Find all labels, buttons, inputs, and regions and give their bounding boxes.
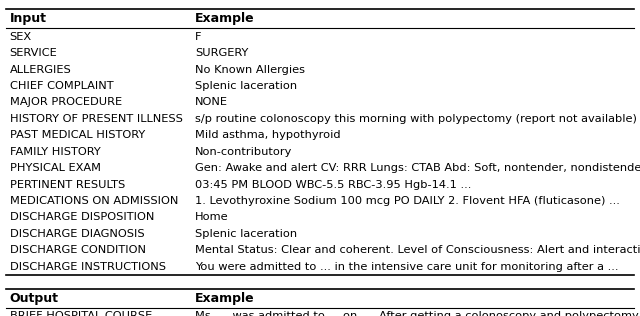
Text: Mild asthma, hypothyroid: Mild asthma, hypothyroid: [195, 130, 341, 140]
Text: Input: Input: [10, 12, 47, 26]
Text: DISCHARGE CONDITION: DISCHARGE CONDITION: [10, 245, 146, 255]
Text: 1. Levothyroxine Sodium 100 mcg PO DAILY 2. Flovent HFA (fluticasone) ...: 1. Levothyroxine Sodium 100 mcg PO DAILY…: [195, 196, 620, 206]
Text: SURGERY: SURGERY: [195, 48, 248, 58]
Text: NONE: NONE: [195, 97, 228, 107]
Text: Non-contributory: Non-contributory: [195, 147, 292, 157]
Text: HISTORY OF PRESENT ILLNESS: HISTORY OF PRESENT ILLNESS: [10, 114, 182, 124]
Text: SEX: SEX: [10, 32, 32, 42]
Text: F: F: [195, 32, 202, 42]
Text: Home: Home: [195, 212, 229, 222]
Text: PERTINENT RESULTS: PERTINENT RESULTS: [10, 179, 125, 190]
Text: PAST MEDICAL HISTORY: PAST MEDICAL HISTORY: [10, 130, 145, 140]
Text: MAJOR PROCEDURE: MAJOR PROCEDURE: [10, 97, 122, 107]
Text: Gen: Awake and alert CV: RRR Lungs: CTAB Abd: Soft, nontender, nondistended: Gen: Awake and alert CV: RRR Lungs: CTAB…: [195, 163, 640, 173]
Text: Example: Example: [195, 292, 255, 305]
Text: DISCHARGE INSTRUCTIONS: DISCHARGE INSTRUCTIONS: [10, 262, 166, 272]
Text: ALLERGIES: ALLERGIES: [10, 64, 71, 75]
Text: Ms. ... was admitted to ... on .... After getting a colonoscopy and polypectomy,: Ms. ... was admitted to ... on .... Afte…: [195, 311, 640, 316]
Text: DISCHARGE DISPOSITION: DISCHARGE DISPOSITION: [10, 212, 154, 222]
Text: MEDICATIONS ON ADMISSION: MEDICATIONS ON ADMISSION: [10, 196, 178, 206]
Text: Example: Example: [195, 12, 255, 26]
Text: DISCHARGE DIAGNOSIS: DISCHARGE DIAGNOSIS: [10, 229, 144, 239]
Text: Splenic laceration: Splenic laceration: [195, 229, 298, 239]
Text: Mental Status: Clear and coherent. Level of Consciousness: Alert and interactive: Mental Status: Clear and coherent. Level…: [195, 245, 640, 255]
Text: s/p routine colonoscopy this morning with polypectomy (report not available) ...: s/p routine colonoscopy this morning wit…: [195, 114, 640, 124]
Text: SERVICE: SERVICE: [10, 48, 58, 58]
Text: You were admitted to ... in the intensive care unit for monitoring after a ...: You were admitted to ... in the intensiv…: [195, 262, 619, 272]
Text: BRIEF HOSPITAL COURSE: BRIEF HOSPITAL COURSE: [10, 311, 152, 316]
Text: FAMILY HISTORY: FAMILY HISTORY: [10, 147, 100, 157]
Text: CHIEF COMPLAINT: CHIEF COMPLAINT: [10, 81, 113, 91]
Text: PHYSICAL EXAM: PHYSICAL EXAM: [10, 163, 100, 173]
Text: Output: Output: [10, 292, 59, 305]
Text: No Known Allergies: No Known Allergies: [195, 64, 305, 75]
Text: Splenic laceration: Splenic laceration: [195, 81, 298, 91]
Text: 03:45 PM BLOOD WBC-5.5 RBC-3.95 Hgb-14.1 ...: 03:45 PM BLOOD WBC-5.5 RBC-3.95 Hgb-14.1…: [195, 179, 472, 190]
